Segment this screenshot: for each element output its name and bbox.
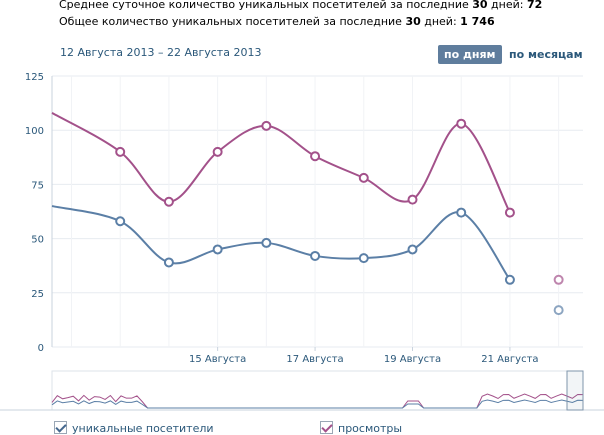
avg-daily-visitors-stat: Среднее суточное количество уникальных п… (59, 0, 542, 11)
views-point (504, 207, 515, 218)
views-point (407, 194, 418, 205)
total-stat-prefix: Общее количество уникальных посетителей … (59, 15, 406, 28)
y-tick-label: 0 (38, 343, 44, 354)
by-days-button[interactable]: по дням (438, 45, 502, 64)
visitors-point (115, 216, 126, 227)
visitors-point (553, 305, 564, 316)
avg-stat-prefix: Среднее суточное количество уникальных п… (59, 0, 473, 11)
views-point (261, 120, 272, 131)
visitors-point (212, 244, 223, 255)
visitors-series-line (51, 205, 511, 281)
legend-visitors-toggle[interactable]: уникальные посетители (54, 421, 214, 435)
total-stat-value: 1 746 (460, 15, 495, 28)
legend-views-toggle[interactable]: просмотры (320, 421, 402, 435)
y-tick-label: 100 (25, 126, 44, 137)
visitors-point (504, 274, 515, 285)
visitors-point (310, 250, 321, 261)
total-visitors-stat: Общее количество уникальных посетителей … (59, 15, 495, 28)
visitors-point (456, 207, 467, 218)
avg-stat-days: 30 (472, 0, 488, 11)
navigator-visitors-trace (51, 399, 584, 409)
x-tick-label: 19 Августа (384, 354, 441, 365)
range-navigator[interactable] (0, 370, 604, 411)
y-tick-label: 75 (31, 180, 44, 191)
navigator-selection-handle[interactable] (566, 370, 584, 411)
visitors-checkbox[interactable] (54, 421, 67, 434)
visitors-point (163, 257, 174, 268)
views-point (456, 118, 467, 129)
views-point (163, 196, 174, 207)
navigator-frame (51, 370, 584, 411)
x-tick-label: 21 Августа (481, 354, 538, 365)
series-layer (51, 111, 564, 316)
grid-layer (51, 75, 583, 348)
y-tick-label: 50 (31, 235, 44, 246)
axis-labels: 0 25 50 75 100 125 15 Августа 17 Августа 19 Авгу… (25, 72, 539, 365)
legend-views-label: просмотры (338, 422, 403, 435)
views-series-line (51, 111, 511, 214)
by-months-button[interactable]: по месяцам (509, 48, 583, 61)
x-tick-label: 17 Августа (286, 354, 343, 365)
views-point (310, 151, 321, 162)
views-point (212, 146, 223, 157)
avg-stat-value: 72 (526, 0, 543, 11)
y-tick-label: 125 (25, 72, 44, 83)
views-point (115, 146, 126, 157)
views-checkbox[interactable] (320, 421, 333, 434)
views-point (553, 274, 564, 285)
legend-visitors-label: уникальные посетители (72, 422, 214, 435)
x-tick-label: 15 Августа (189, 354, 246, 365)
total-stat-days: 30 (405, 15, 421, 28)
y-tick-label: 25 (31, 289, 44, 300)
visitors-point (261, 237, 272, 248)
date-range-label: 12 Августа 2013 – 22 Августа 2013 (60, 46, 262, 59)
visitors-point (407, 244, 418, 255)
line-chart: 0 25 50 75 100 125 15 Августа 17 Августа 19 Авгу… (0, 72, 604, 411)
views-point (358, 172, 369, 183)
total-stat-suffix: дней: (420, 15, 461, 28)
visitors-point (358, 253, 369, 264)
avg-stat-suffix: дней: (487, 0, 527, 11)
